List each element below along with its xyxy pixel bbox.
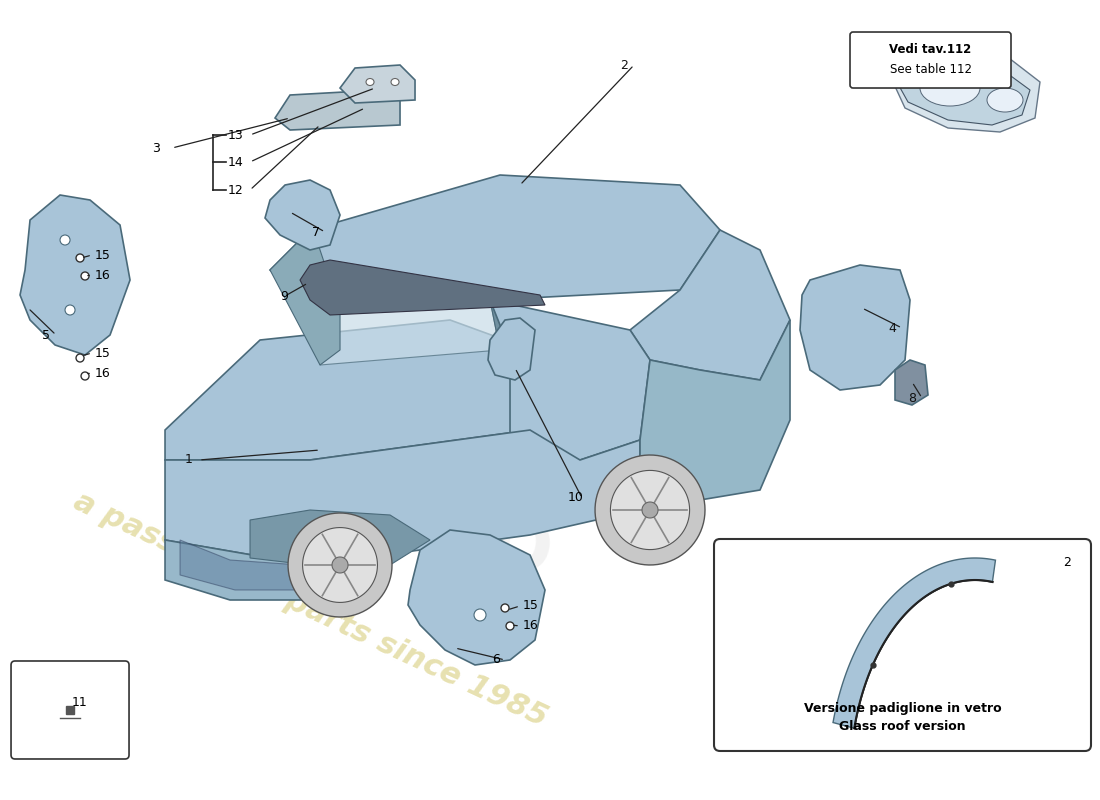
Text: 9: 9 [280,290,288,302]
Polygon shape [165,540,310,600]
Text: 15: 15 [95,346,111,359]
Polygon shape [165,430,640,565]
Polygon shape [265,180,340,250]
Polygon shape [250,510,430,565]
Circle shape [81,272,89,280]
Polygon shape [610,470,690,550]
Polygon shape [270,175,720,310]
Circle shape [474,609,486,621]
Polygon shape [640,320,790,510]
Circle shape [506,622,514,630]
Polygon shape [800,265,910,390]
Polygon shape [180,540,300,590]
Text: 15: 15 [522,599,539,613]
Text: 15: 15 [95,249,111,262]
Text: 12: 12 [228,183,244,197]
Circle shape [500,604,509,612]
Polygon shape [490,300,510,350]
Polygon shape [300,260,544,315]
Ellipse shape [987,88,1023,112]
Polygon shape [642,502,658,518]
Text: Glass roof version: Glass roof version [839,721,966,734]
Text: 16: 16 [95,366,111,379]
Text: 16: 16 [95,269,111,282]
Text: 16: 16 [522,619,539,633]
Text: 1: 1 [185,454,192,466]
Text: Vedi tav.112: Vedi tav.112 [890,42,971,55]
Circle shape [65,305,75,315]
Polygon shape [20,195,130,355]
Ellipse shape [390,78,399,86]
Ellipse shape [920,70,980,106]
Text: 14: 14 [228,155,244,169]
Text: 10: 10 [568,491,584,505]
FancyBboxPatch shape [11,661,129,759]
Polygon shape [275,90,400,130]
Circle shape [60,235,70,245]
FancyBboxPatch shape [714,539,1091,751]
Text: 2: 2 [1063,557,1071,570]
Polygon shape [408,530,544,665]
Text: See table 112: See table 112 [890,62,971,75]
Polygon shape [595,455,705,565]
Text: 13: 13 [228,129,244,142]
Text: 6: 6 [492,654,499,666]
Polygon shape [302,527,377,602]
Polygon shape [630,230,790,380]
Text: 8: 8 [908,391,916,405]
FancyBboxPatch shape [850,32,1011,88]
Polygon shape [895,360,928,405]
Text: ELVISIO: ELVISIO [242,470,558,590]
Circle shape [76,354,84,362]
Ellipse shape [366,78,374,86]
Polygon shape [165,320,560,460]
Polygon shape [332,557,348,573]
Circle shape [76,254,84,262]
Polygon shape [833,558,996,728]
Text: 5: 5 [42,329,50,342]
Circle shape [81,372,89,380]
Text: Versione padiglione in vetro: Versione padiglione in vetro [804,702,1001,715]
Polygon shape [488,318,535,380]
Polygon shape [310,300,500,365]
Polygon shape [893,42,1040,132]
Polygon shape [340,65,415,103]
Polygon shape [898,55,1030,125]
Text: 11: 11 [72,697,88,710]
Text: 2: 2 [620,58,628,71]
Text: 4: 4 [888,322,895,334]
Text: 7: 7 [312,226,320,238]
Polygon shape [288,513,392,617]
Polygon shape [270,230,340,365]
Text: a passion for parts since 1985: a passion for parts since 1985 [68,487,551,733]
Polygon shape [490,300,650,460]
Text: 3: 3 [152,142,160,154]
